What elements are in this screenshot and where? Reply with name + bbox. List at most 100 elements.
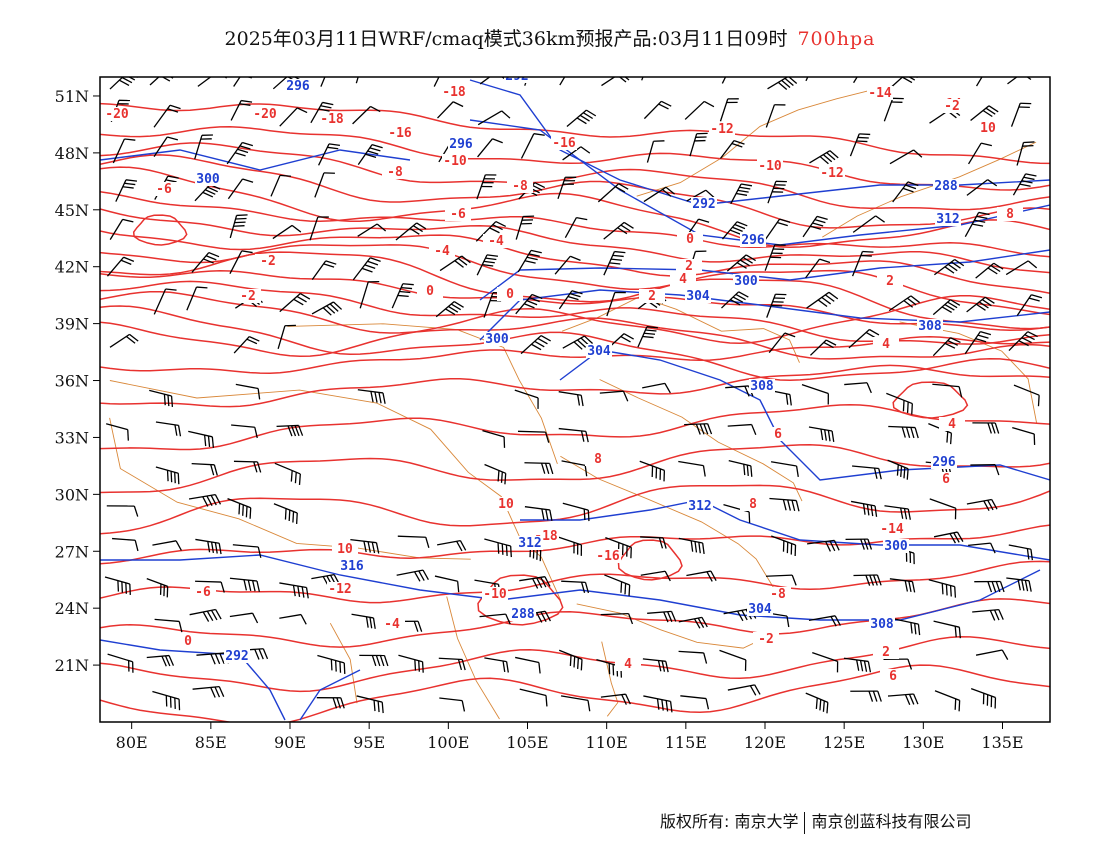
wind-barb [104, 576, 131, 595]
wind-barb [1008, 331, 1038, 352]
wind-barb [975, 77, 983, 87]
province-border [636, 87, 878, 197]
temperature-contour [100, 251, 1050, 330]
wind-barb [643, 695, 673, 713]
wind-barb [226, 141, 254, 165]
wind-barb [730, 183, 753, 205]
wind-barb [970, 688, 997, 709]
wind-barb [764, 218, 791, 241]
contour-label-bg [510, 607, 536, 621]
wind-barb [888, 425, 919, 439]
wind-barb [192, 685, 225, 698]
wind-barb [801, 383, 829, 405]
lon-tick-label: 95E [353, 733, 385, 752]
wind-barb [640, 570, 671, 582]
wind-barb [356, 695, 384, 714]
wind-barb [309, 216, 329, 241]
wind-barb [968, 542, 996, 554]
wind-barb [514, 389, 539, 409]
temperature-label: 2 [648, 289, 656, 304]
wind-barb [889, 77, 918, 89]
temperature-label: -18 [320, 112, 344, 127]
temperature-label: -10 [443, 154, 467, 169]
lat-tick-label: 21N [55, 656, 89, 675]
wind-barb [597, 183, 629, 203]
wind-barb [355, 77, 359, 84]
wind-barb [229, 214, 248, 239]
wind-barb [235, 383, 261, 400]
wind-barb [558, 290, 583, 310]
temperature-label: -8 [512, 179, 528, 194]
wind-barb [934, 690, 961, 712]
contour-label-bg [880, 669, 906, 683]
wind-barb [765, 104, 786, 128]
lat-tick-label: 42N [55, 258, 89, 277]
wind-barb [277, 324, 296, 349]
contour-label-bg [933, 179, 959, 193]
height-contour [520, 499, 1050, 561]
wind-barb [316, 697, 345, 709]
temperature-label: -2 [240, 289, 256, 304]
contour-label-bg [319, 112, 345, 126]
contour-label-bg [691, 197, 717, 211]
wind-barb [883, 97, 904, 122]
map-frame [99, 76, 1051, 723]
contour-label-bg [224, 649, 250, 663]
wind-barb [967, 142, 993, 165]
temperature-contour [100, 102, 1050, 165]
contour-label-bg [382, 165, 408, 179]
wind-barb [1016, 294, 1043, 316]
lat-tick-label: 30N [55, 485, 89, 504]
wind-barb [149, 389, 174, 408]
wind-barb [350, 538, 380, 554]
province-border [109, 417, 471, 560]
temperature-contour [100, 484, 1050, 535]
temperature-label: -12 [328, 582, 351, 597]
wind-barb [359, 280, 380, 309]
wind-barb [520, 334, 551, 355]
contour-label-bg [867, 86, 893, 100]
wind-barb [149, 77, 174, 86]
height-label: 288 [934, 179, 958, 194]
province-border [287, 323, 558, 465]
wind-barb [557, 176, 577, 200]
contour-label-bg [740, 497, 766, 511]
lat-tick-label: 33N [55, 428, 89, 447]
wind-barb [844, 382, 872, 394]
temperature-contour [100, 635, 1050, 693]
contour-label-bg [332, 542, 358, 556]
temperature-contour [100, 294, 1050, 358]
lon-tick-label: 80E [116, 733, 148, 752]
wind-barb [230, 99, 253, 121]
wind-barb [566, 109, 597, 127]
contour-label-bg [765, 587, 791, 601]
contour-label-bg [677, 232, 703, 246]
height-label: 312 [936, 212, 959, 227]
wind-barb [678, 616, 708, 629]
height-label: 296 [741, 233, 765, 248]
temperature-contour [100, 305, 1050, 382]
wind-barb [320, 77, 326, 87]
wind-barb [765, 574, 797, 586]
wind-barb [155, 421, 182, 437]
temperature-label: -4 [434, 244, 450, 259]
temperature-label: -18 [442, 85, 466, 100]
wind-barb [802, 215, 828, 238]
province-border [599, 379, 803, 502]
wind-barb [812, 651, 839, 673]
temperature-label: 8 [1006, 207, 1014, 222]
wind-barb [719, 649, 747, 671]
wind-barb [928, 579, 957, 598]
temperature-label: -8 [387, 165, 403, 180]
wind-barb [853, 77, 858, 84]
contour-label-bg [482, 587, 508, 601]
temperature-label: -2 [758, 632, 774, 647]
wind-barb [637, 326, 658, 348]
contour-label-bg [517, 536, 543, 550]
wind-barb [311, 301, 343, 316]
lat-tick-label: 51N [55, 87, 89, 106]
wind-barb [929, 498, 957, 520]
wind-barb [647, 610, 677, 623]
temperature-label: 2 [886, 274, 894, 289]
temperature-label: -10 [483, 587, 507, 602]
